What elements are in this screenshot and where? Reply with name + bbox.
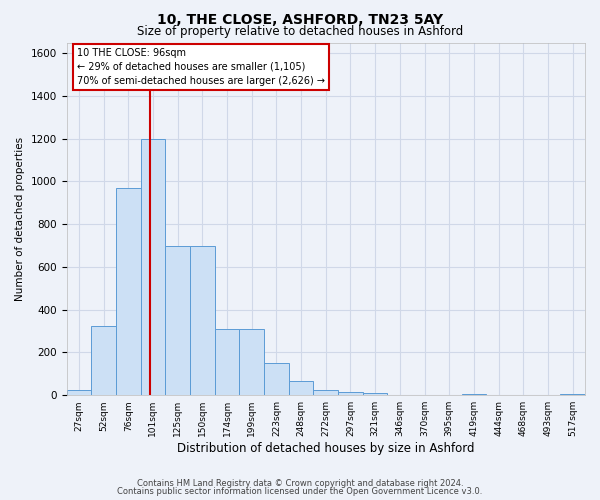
Bar — [165, 246, 190, 395]
Bar — [363, 393, 388, 395]
X-axis label: Distribution of detached houses by size in Ashford: Distribution of detached houses by size … — [177, 442, 475, 455]
Bar — [239, 329, 264, 395]
Bar — [338, 392, 363, 395]
Bar — [264, 363, 289, 395]
Bar — [140, 138, 165, 395]
Bar — [560, 394, 585, 395]
Text: Size of property relative to detached houses in Ashford: Size of property relative to detached ho… — [137, 25, 463, 38]
Bar — [313, 390, 338, 395]
Text: 10 THE CLOSE: 96sqm
← 29% of detached houses are smaller (1,105)
70% of semi-det: 10 THE CLOSE: 96sqm ← 29% of detached ho… — [77, 48, 325, 86]
Y-axis label: Number of detached properties: Number of detached properties — [15, 137, 25, 301]
Text: Contains public sector information licensed under the Open Government Licence v3: Contains public sector information licen… — [118, 487, 482, 496]
Bar — [215, 329, 239, 395]
Bar — [190, 246, 215, 395]
Bar — [116, 188, 140, 395]
Bar — [67, 390, 91, 395]
Bar — [289, 382, 313, 395]
Text: 10, THE CLOSE, ASHFORD, TN23 5AY: 10, THE CLOSE, ASHFORD, TN23 5AY — [157, 12, 443, 26]
Bar — [461, 394, 486, 395]
Bar — [91, 326, 116, 395]
Text: Contains HM Land Registry data © Crown copyright and database right 2024.: Contains HM Land Registry data © Crown c… — [137, 478, 463, 488]
